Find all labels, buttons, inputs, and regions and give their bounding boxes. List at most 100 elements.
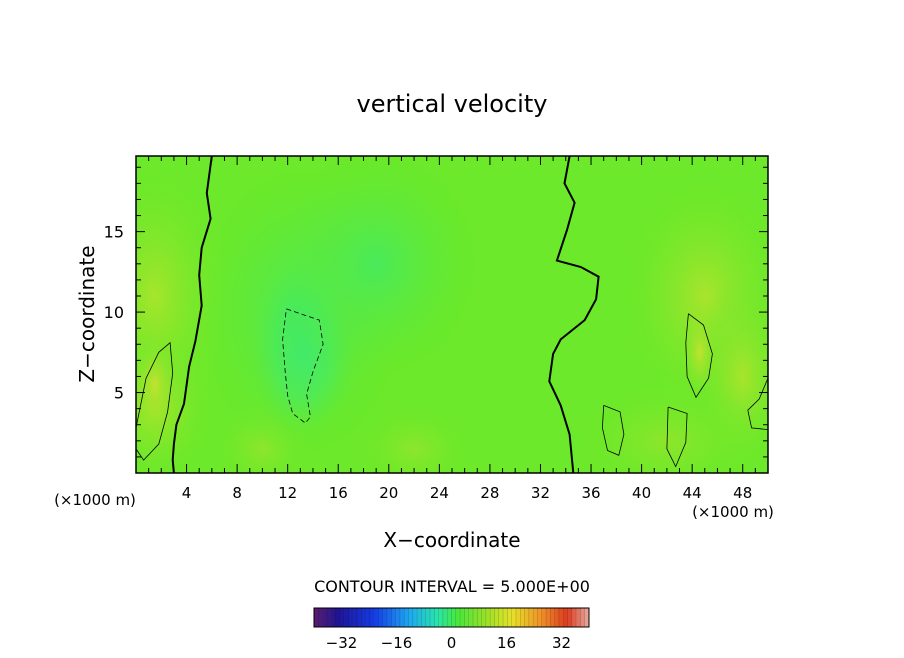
x-tick-label: 4 <box>182 484 192 502</box>
colorbar-cell <box>404 608 409 627</box>
colorbar-cell <box>348 608 353 627</box>
colorbar-cell <box>490 608 495 627</box>
colorbar-cell <box>412 608 418 627</box>
colorbar-cell <box>331 608 336 627</box>
colorbar-cell <box>563 608 568 627</box>
heatmap-field <box>136 156 768 473</box>
colorbar-cell <box>503 608 508 627</box>
colorbar-cell <box>584 608 590 627</box>
colorbar-cell <box>558 608 564 627</box>
colorbar-cell <box>369 608 375 627</box>
colorbar-cell <box>520 608 525 627</box>
contour-interval-label: CONTOUR INTERVAL = 5.000E+00 <box>314 577 590 596</box>
colorbar-cell <box>447 608 452 627</box>
colorbar-tick-label: 32 <box>552 634 571 652</box>
colorbar-cell <box>430 608 435 627</box>
colorbar-tick-label: 16 <box>497 634 516 652</box>
colorbar-cell <box>460 608 465 627</box>
colorbar-cell <box>335 608 340 627</box>
colorbar-cell <box>387 608 392 627</box>
colorbar-cell <box>352 608 358 627</box>
x-tick-label: 36 <box>581 484 600 502</box>
contour-positive <box>666 406 688 468</box>
colorbar-cell <box>339 608 345 627</box>
contour-positive <box>685 313 713 399</box>
colorbar <box>313 607 590 628</box>
colorbar-cell <box>550 608 555 627</box>
colorbar-cell <box>464 608 469 627</box>
colorbar-cell <box>425 608 431 627</box>
colorbar-cell <box>326 608 332 627</box>
y-tick-label: 10 <box>104 303 124 322</box>
contour-zero <box>548 156 600 473</box>
colorbar-tick-label: −32 <box>326 634 358 652</box>
contour-positive <box>601 405 625 456</box>
x-axis-unit-label-right: (×1000 m) <box>692 503 774 521</box>
colorbar-cell <box>395 608 401 627</box>
y-tick-label: 5 <box>114 384 124 403</box>
colorbar-cell <box>472 608 478 627</box>
colorbar-cell <box>421 608 426 627</box>
colorbar-cell <box>378 608 383 627</box>
colorbar-cell <box>571 608 577 627</box>
blob-center-bottom <box>350 400 478 473</box>
colorbar-cell <box>391 608 396 627</box>
colorbar-frame <box>313 607 590 628</box>
colorbar-cell <box>485 608 491 627</box>
contour-zero <box>171 156 213 473</box>
colorbar-cell <box>567 608 573 627</box>
colorbar-cell <box>580 608 585 627</box>
x-tick-label: 24 <box>430 484 449 502</box>
contour-positive <box>747 377 768 431</box>
colorbar-cell <box>356 608 362 627</box>
x-tick-label: 20 <box>379 484 398 502</box>
contour-negative <box>282 308 324 424</box>
colorbar-cell <box>528 608 534 627</box>
x-axis-unit-label: (×1000 m) <box>54 491 136 509</box>
x-axis: 4 8 12 16 20 24 28 32 36 40 44 48 <box>148 156 756 502</box>
colorbar-cell <box>361 608 366 627</box>
colorbar-cell <box>455 608 461 627</box>
colorbar-cell <box>494 608 499 627</box>
contour-positive <box>136 341 174 461</box>
colorbar-cell <box>481 608 487 627</box>
colorbar-cell <box>511 608 517 627</box>
colorbar-cell <box>524 608 530 627</box>
colorbar-cell <box>318 608 323 627</box>
colorbar-cell <box>399 608 405 627</box>
colorbar-cell <box>408 608 414 627</box>
colorbar-cell <box>546 608 551 627</box>
colorbar-cell <box>576 608 581 627</box>
colorbar-cell <box>498 608 504 627</box>
x-tick-label: 28 <box>480 484 499 502</box>
contour-lines <box>136 156 768 473</box>
x-tick-label: 44 <box>683 484 702 502</box>
colorbar-cell <box>533 608 538 627</box>
colorbar-cell <box>451 608 456 627</box>
colorbar-cell <box>442 608 448 627</box>
x-tick-label: 16 <box>329 484 348 502</box>
colorbar-cell <box>507 608 512 627</box>
plot-area <box>136 156 768 473</box>
colorbar-cell <box>344 608 349 627</box>
y-axis: 5 10 15 <box>104 166 768 458</box>
colorbar-cell <box>322 608 328 627</box>
colorbar-cell <box>477 608 482 627</box>
colorbar-cell <box>554 608 560 627</box>
x-tick-label: 48 <box>733 484 752 502</box>
colorbar-cell <box>434 608 439 627</box>
colorbar-cell <box>515 608 521 627</box>
chart-title: vertical velocity <box>357 90 548 118</box>
colorbar-cell <box>374 608 379 627</box>
x-tick-label: 12 <box>278 484 297 502</box>
colorbar-tick-label: 0 <box>447 634 457 652</box>
colorbar-tick-label: −16 <box>381 634 413 652</box>
colorbar-cell <box>537 608 542 627</box>
x-axis-label: X−coordinate <box>383 528 520 552</box>
hot-left <box>136 344 174 425</box>
y-tick-label: 15 <box>104 223 124 242</box>
colorbar-cell <box>417 608 422 627</box>
y-axis-label: Z−coordinate <box>75 245 99 382</box>
hot-right <box>684 312 715 393</box>
